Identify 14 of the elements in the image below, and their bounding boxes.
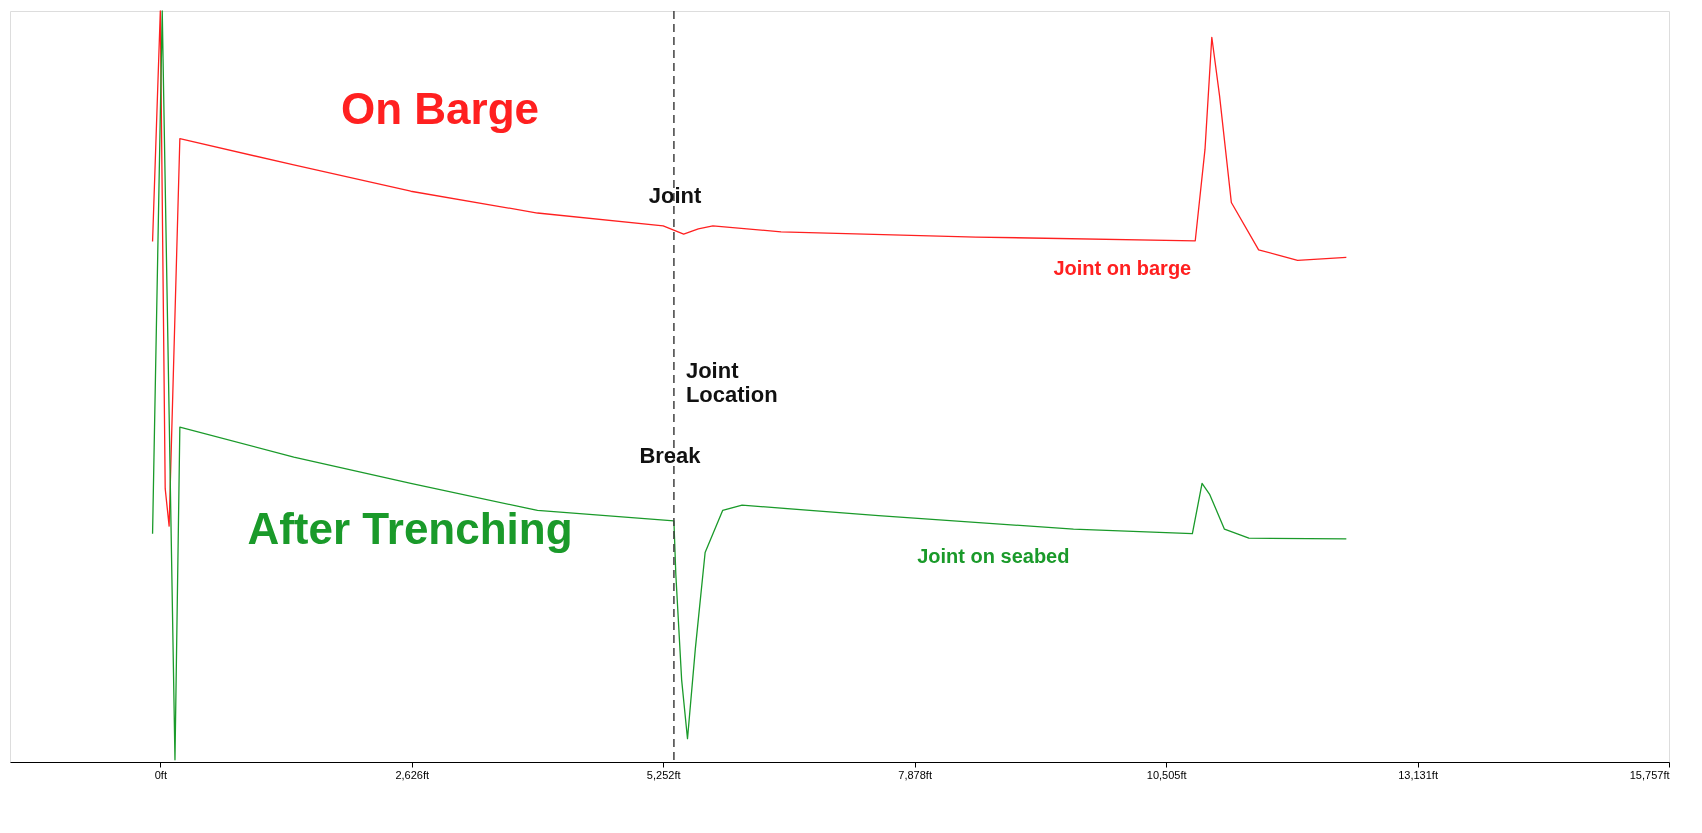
ref-line-label: Joint Location (685, 358, 778, 407)
x-tick-label: 10,505ft (1146, 768, 1187, 781)
x-tick-label: 15,757ft (1629, 768, 1670, 781)
x-tick-label: 5,252ft (646, 768, 681, 781)
series-label: Joint on seabed (917, 545, 1070, 568)
x-tick-label: 0ft (154, 768, 167, 781)
x-tick-label: 13,131ft (1398, 768, 1438, 781)
annotation: Break (639, 443, 702, 468)
annotation: Joint (648, 183, 702, 208)
annotation: On Barge (340, 84, 540, 133)
annotation: After Trenching (247, 504, 573, 553)
series-label: Joint on barge (1053, 256, 1192, 279)
x-tick-label: 7,878ft (898, 768, 932, 781)
x-tick-label: 2,626ft (395, 768, 430, 781)
